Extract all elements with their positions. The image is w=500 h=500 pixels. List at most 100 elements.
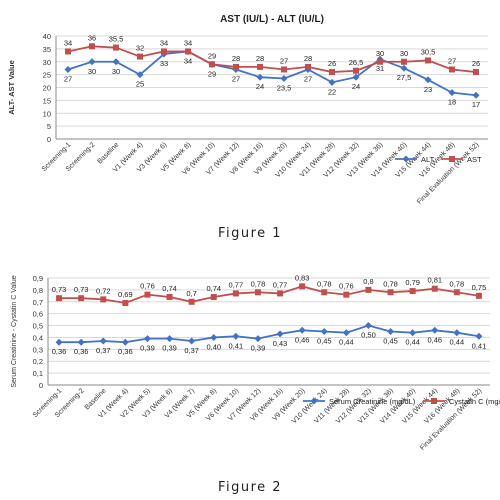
legend-label: ALT: [421, 155, 435, 164]
data-point: [64, 65, 72, 73]
data-label: 0,37: [184, 346, 199, 355]
data-label: 0,41: [472, 341, 487, 350]
data-point: [431, 285, 438, 292]
y-tick-label: 0,3: [33, 345, 43, 354]
data-label: 26: [472, 59, 480, 68]
data-label: 0,45: [317, 337, 332, 346]
legend-marker: [402, 155, 410, 163]
data-label: 30: [88, 67, 96, 76]
legend-label: Cystatin C (mg/L): [449, 397, 500, 406]
data-point: [188, 337, 196, 345]
data-label: 30,5: [421, 47, 436, 56]
data-label: 0,75: [472, 283, 487, 292]
y-axis-label: Serum Creatinine - Cystatin C Value: [11, 275, 18, 387]
data-point: [365, 286, 372, 293]
data-point: [425, 57, 431, 64]
y-tick-label: 25: [43, 71, 51, 80]
data-point: [352, 73, 360, 81]
data-label: 0,76: [140, 282, 155, 291]
data-label: 26: [328, 59, 336, 68]
data-label: 30: [112, 67, 120, 76]
data-point: [431, 326, 439, 334]
legend-marker: [310, 397, 318, 405]
data-label: 0,78: [450, 279, 465, 288]
y-tick-label: 15: [43, 96, 51, 105]
data-point: [144, 291, 151, 298]
data-label: 0,78: [317, 279, 332, 288]
data-label: 0,72: [96, 286, 111, 295]
data-label: 0,39: [162, 344, 177, 353]
data-label: 27: [304, 74, 312, 83]
creatinine-cystatin-chart: 0 0,1 0,2 0,3 0,4 0,5 0,6 0,7 0,8 0,9 Serum Creati…: [11, 273, 500, 451]
data-point: [55, 338, 63, 346]
data-point: [185, 48, 191, 55]
data-point: [400, 64, 408, 72]
data-point: [99, 337, 107, 345]
y-tick-label: 20: [43, 84, 51, 93]
data-label: 0,73: [52, 285, 67, 294]
data-label: 27: [64, 74, 72, 83]
data-point: [122, 299, 129, 306]
data-point: [210, 333, 218, 341]
chart-title: AST (IU/L) - ALT (IU/L): [220, 14, 324, 25]
data-label: 28: [256, 54, 264, 63]
data-point: [342, 329, 350, 337]
data-point: [137, 53, 143, 60]
data-label: 0,77: [273, 280, 288, 289]
data-label: 26,5: [349, 58, 364, 67]
figure-1-caption: Figure 1: [217, 226, 283, 241]
data-label: 0,78: [383, 279, 398, 288]
data-point: [409, 288, 416, 295]
data-label: 35,5: [109, 35, 124, 44]
data-point: [280, 74, 288, 82]
data-point: [453, 289, 460, 296]
data-label: 0,50: [361, 331, 376, 340]
data-label: 28: [232, 54, 240, 63]
data-point: [328, 78, 336, 86]
data-label: 25: [136, 80, 144, 89]
data-point: [210, 294, 217, 301]
data-point: [143, 335, 151, 343]
data-label: 0,46: [295, 335, 310, 344]
data-point: [209, 61, 215, 68]
data-label: 27: [448, 56, 456, 65]
data-point: [112, 58, 120, 66]
data-point: [56, 295, 63, 302]
data-label: 0,36: [52, 347, 67, 356]
y-tick-label: 0,7: [33, 298, 43, 307]
data-label: 0,44: [339, 338, 354, 347]
data-label: 34: [184, 56, 192, 65]
data-label: 0,40: [206, 342, 221, 351]
data-label: 0,78: [251, 279, 266, 288]
series-line-alt: [67, 50, 477, 97]
data-label: 0,81: [427, 276, 442, 285]
data-label: 0,83: [295, 273, 310, 282]
data-point: [161, 48, 167, 55]
data-label: 24: [352, 82, 360, 91]
legend-label: AST: [467, 155, 482, 164]
y-tick-label: 5: [47, 122, 51, 131]
data-point: [77, 338, 85, 346]
data-label: 0,76: [339, 282, 354, 291]
data-label: 0,41: [229, 341, 244, 350]
data-point: [257, 63, 263, 70]
data-label: 17: [472, 100, 480, 109]
data-label: 0,44: [405, 338, 420, 347]
legend-marker: [431, 398, 437, 404]
data-point: [329, 69, 335, 76]
data-label: 0,69: [118, 290, 133, 299]
data-label: 27,5: [397, 73, 412, 82]
data-point: [232, 332, 240, 340]
data-point: [166, 294, 173, 301]
data-point: [343, 291, 350, 298]
data-label: 0,46: [427, 335, 442, 344]
data-point: [472, 91, 480, 99]
data-point: [387, 328, 395, 335]
data-label: 0,7: [186, 289, 196, 298]
y-tick-label: 0: [47, 135, 51, 144]
y-tick-label: 0,6: [33, 310, 43, 319]
data-label: 32: [136, 44, 144, 53]
data-label: 0,8: [363, 277, 373, 286]
data-point: [321, 289, 328, 296]
data-point: [473, 69, 479, 76]
